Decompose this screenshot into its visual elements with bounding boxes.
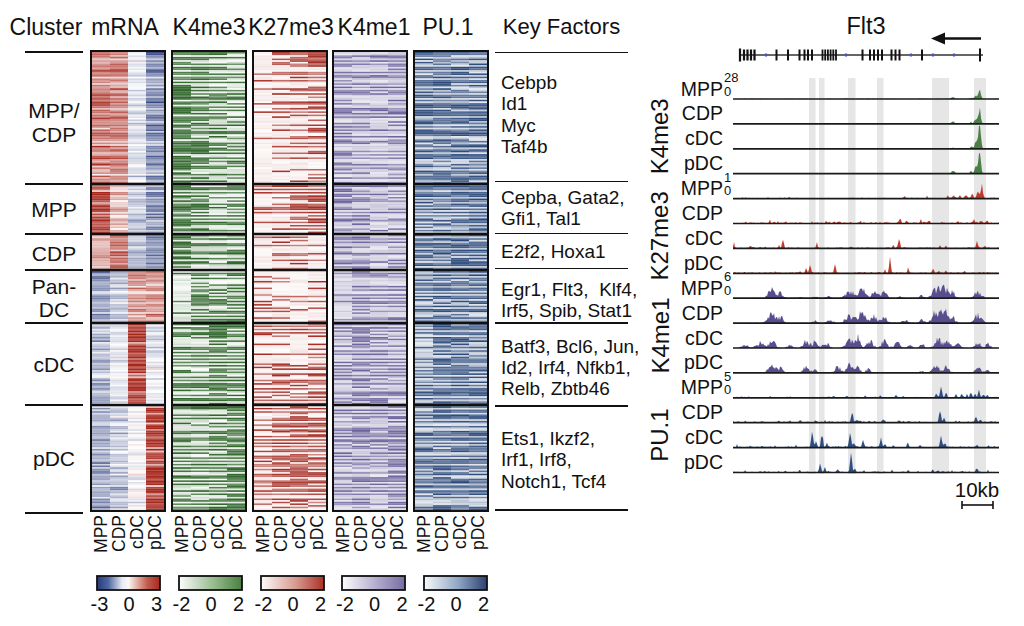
svg-text:CDP: CDP: [682, 401, 723, 423]
svg-text:Flt3: Flt3: [846, 13, 885, 39]
svg-text:CDP: CDP: [682, 302, 723, 324]
svg-text:K27me3: K27me3: [647, 191, 674, 280]
svg-text:K4me1: K4me1: [647, 297, 674, 373]
svg-text:0: 0: [724, 84, 731, 99]
svg-text:cDC: cDC: [685, 227, 723, 249]
svg-text:PU.1: PU.1: [647, 408, 674, 461]
svg-text:pDC: pDC: [684, 451, 723, 473]
svg-text:pDC: pDC: [684, 351, 723, 373]
svg-text:cDC: cDC: [685, 327, 723, 349]
svg-text:MPP: MPP: [681, 78, 723, 100]
svg-text:CDP: CDP: [682, 202, 723, 224]
svg-text:MPP: MPP: [681, 277, 723, 299]
svg-text:0: 0: [724, 382, 731, 397]
svg-text:0: 0: [724, 283, 731, 298]
svg-text:K4me3: K4me3: [647, 98, 674, 174]
svg-text:cDC: cDC: [685, 426, 723, 448]
svg-text:pDC: pDC: [684, 252, 723, 274]
svg-text:CDP: CDP: [682, 102, 723, 124]
svg-text:MPP: MPP: [681, 376, 723, 398]
svg-text:MPP: MPP: [681, 177, 723, 199]
svg-text:0: 0: [724, 183, 731, 198]
svg-text:cDC: cDC: [685, 127, 723, 149]
svg-text:10kb: 10kb: [955, 478, 999, 501]
svg-text:pDC: pDC: [684, 152, 723, 174]
